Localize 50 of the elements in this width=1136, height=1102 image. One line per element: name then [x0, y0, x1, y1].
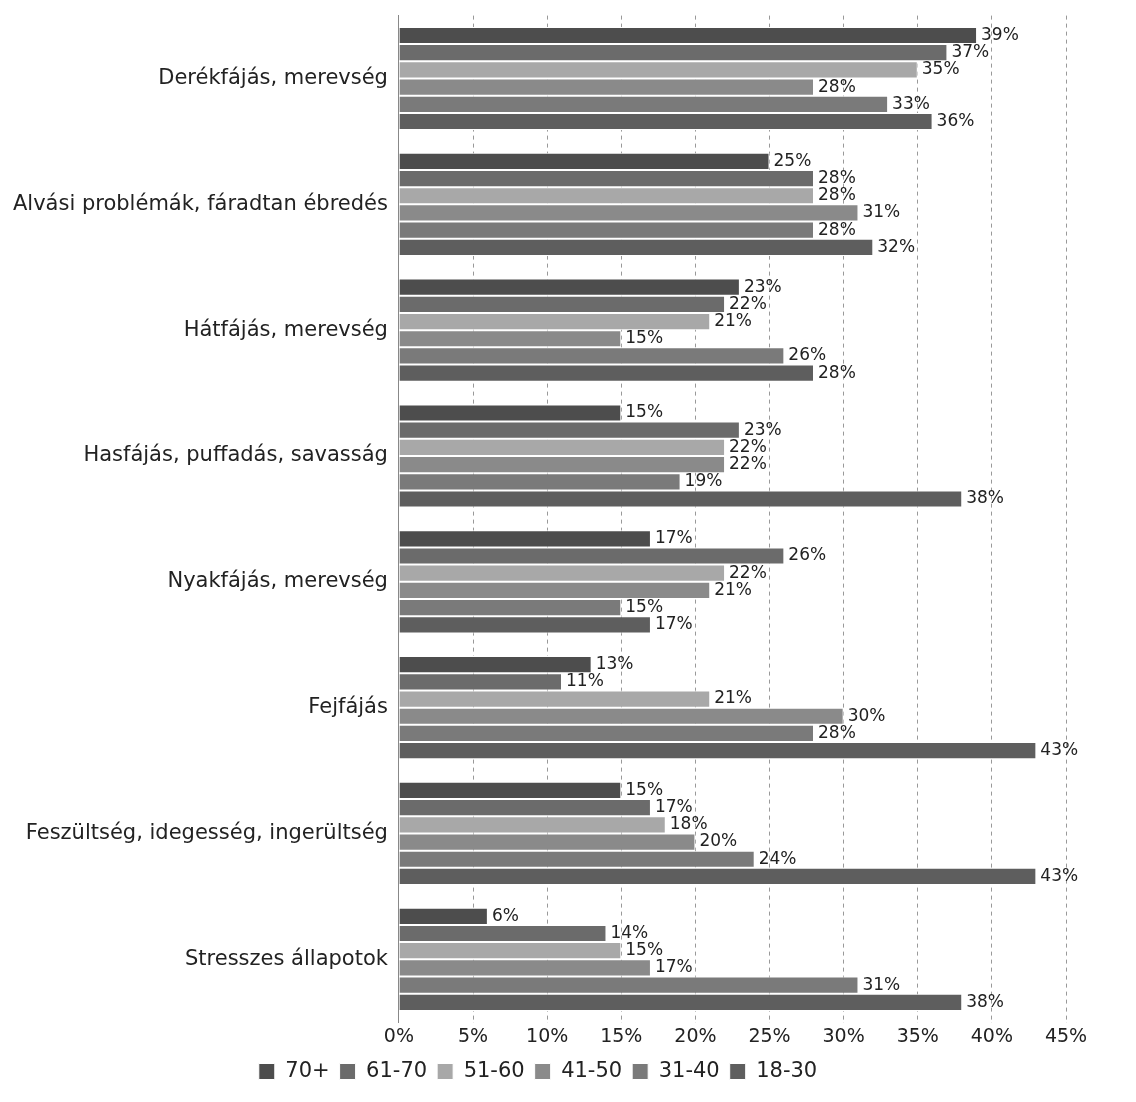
legend-label: 31-40	[658, 1057, 720, 1082]
legend-label: 70+	[285, 1057, 330, 1082]
data-label: 15%	[625, 327, 664, 348]
x-tick-label: 0%	[383, 1023, 415, 1046]
data-label: 17%	[654, 527, 693, 548]
data-label: 19%	[684, 470, 723, 491]
x-tick-label: 5%	[457, 1023, 489, 1046]
data-label: 15%	[625, 778, 664, 799]
x-tick-label: 10%	[526, 1023, 569, 1046]
y-tick-label: Fejfájás	[308, 694, 388, 719]
data-label: 15%	[625, 401, 664, 422]
x-tick-label: 40%	[970, 1023, 1013, 1046]
data-label: 43%	[1040, 864, 1079, 885]
data-label: 28%	[818, 218, 856, 239]
data-label: 26%	[788, 544, 827, 565]
x-tick-label: 15%	[600, 1023, 643, 1046]
x-tick-label: 45%	[1044, 1023, 1088, 1046]
y-tick-label: Hátfájás, merevség	[183, 316, 388, 341]
data-label: 21%	[714, 687, 753, 708]
y-tick-label: Feszültség, idegesség, ingerültség	[25, 819, 388, 844]
data-label: 25%	[773, 149, 812, 170]
data-label: 22%	[729, 453, 767, 474]
data-label: 28%	[818, 166, 856, 187]
x-tick-label: 35%	[896, 1023, 939, 1046]
data-label: 43%	[1040, 739, 1079, 760]
legend-label: 41-50	[561, 1057, 623, 1082]
data-label: 38%	[966, 487, 1005, 508]
data-label: 28%	[818, 75, 856, 96]
legend-label: 61-70	[366, 1057, 428, 1082]
x-tick-label: 30%	[822, 1023, 865, 1046]
data-label: 24%	[758, 847, 797, 868]
data-label: 28%	[818, 184, 856, 205]
data-label: 32%	[877, 235, 916, 256]
x-tick-label: 25%	[748, 1023, 791, 1046]
data-label: 38%	[966, 990, 1005, 1011]
legend-label: 51-60	[463, 1057, 525, 1082]
data-label: 36%	[936, 109, 975, 130]
y-tick-label: Stresszes állapotok	[185, 945, 389, 970]
data-label: 31%	[862, 201, 901, 222]
data-label: 14%	[610, 921, 649, 942]
y-tick-label: Alvási problémák, fáradtan ébredés	[13, 190, 388, 215]
y-tick-label: Derékfájás, merevség	[158, 64, 388, 89]
y-tick-label: Nyakfájás, merevség	[167, 568, 388, 593]
legend-label: 18-30	[756, 1057, 818, 1082]
x-tick-label: 20%	[674, 1023, 717, 1046]
data-label: 33%	[892, 92, 930, 113]
y-tick-label: Hasfájás, puffadás, savasság	[83, 442, 388, 467]
data-label: 31%	[862, 973, 901, 994]
data-label: 39%	[981, 23, 1019, 44]
data-label: 6%	[491, 904, 519, 925]
